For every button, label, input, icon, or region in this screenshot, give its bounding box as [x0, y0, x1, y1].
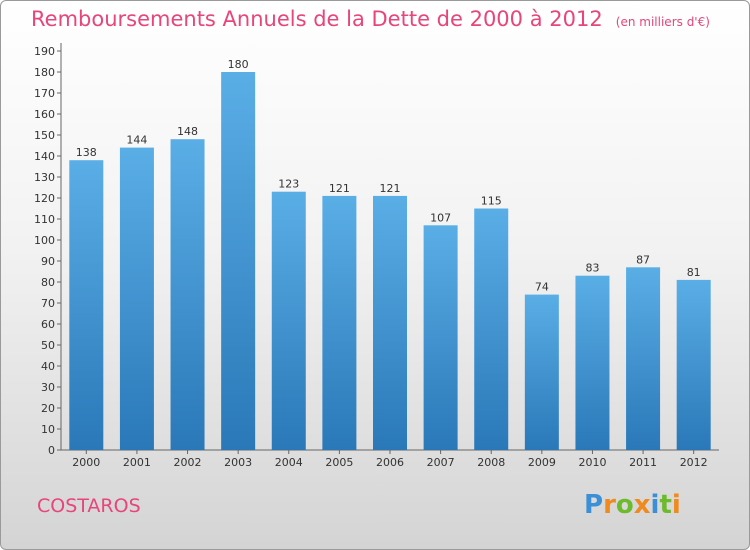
- y-tick-label: 140: [34, 150, 55, 163]
- y-tick-label: 40: [41, 360, 55, 373]
- bar-value-label: 180: [228, 58, 249, 71]
- x-tick-label: 2004: [275, 456, 303, 469]
- y-tick-labels: 0 10 20 30 40 50 60 70 80 90 100 110 120 130 140 150 160…: [34, 45, 55, 457]
- x-tick-label: 2010: [578, 456, 606, 469]
- commune-name: COSTAROS: [37, 495, 141, 517]
- x-tick-label: 2011: [629, 456, 657, 469]
- bar-value-label: 148: [177, 125, 198, 138]
- bar: [170, 139, 205, 450]
- logo-letter: i: [650, 490, 660, 520]
- logo-letter: r: [603, 490, 616, 520]
- x-tick-label: 2008: [477, 456, 505, 469]
- bar-value-label: 115: [481, 195, 502, 208]
- bar-value-label: 123: [278, 178, 299, 191]
- y-tick-label: 110: [34, 213, 55, 226]
- x-tick-label: 2012: [680, 456, 708, 469]
- bar-value-label: 121: [329, 182, 350, 195]
- y-tick-label: 20: [41, 402, 55, 415]
- logo-letter: o: [615, 490, 634, 520]
- logo-letter: x: [633, 490, 651, 520]
- bar-value-label: 87: [636, 253, 650, 266]
- x-tick-label: 2007: [427, 456, 455, 469]
- title-row: Remboursements Annuels de la Dette de 20…: [31, 7, 710, 31]
- bar-value-label: 138: [76, 146, 97, 159]
- x-tick-label: 2000: [72, 456, 100, 469]
- y-tick-label: 180: [34, 66, 55, 79]
- y-tick-label: 30: [41, 381, 55, 394]
- bar: [423, 225, 458, 450]
- bar: [676, 279, 711, 450]
- bar: [373, 195, 407, 450]
- bar-value-label: 83: [585, 262, 599, 275]
- bar-value-label: 121: [380, 182, 401, 195]
- x-tick-label: 2006: [376, 456, 404, 469]
- bar-value-label: 144: [126, 134, 147, 147]
- y-tick-label: 60: [41, 318, 55, 331]
- chart-title: Remboursements Annuels de la Dette de 20…: [31, 7, 603, 31]
- bar-value-label: 81: [687, 266, 701, 279]
- y-tick-label: 170: [34, 87, 55, 100]
- y-tick-label: 80: [41, 276, 55, 289]
- bar: [322, 195, 357, 450]
- y-tick-label: 120: [34, 192, 55, 205]
- bar: [69, 160, 104, 450]
- x-tick-label: 2002: [174, 456, 202, 469]
- y-tick-label: 90: [41, 255, 55, 268]
- bars: [69, 72, 711, 450]
- bar: [271, 191, 306, 450]
- value-labels: 138 144 148 180 123 121 121 107 115 74 83 87 81: [76, 58, 701, 294]
- y-tick-label: 190: [34, 45, 55, 58]
- x-tick-label: 2005: [325, 456, 353, 469]
- bar-value-label: 74: [535, 281, 549, 294]
- y-tick-label: 10: [41, 423, 55, 436]
- bar: [221, 72, 256, 450]
- x-tick-label: 2003: [224, 456, 252, 469]
- x-tick-label: 2001: [123, 456, 151, 469]
- y-tick-label: 0: [48, 444, 55, 457]
- proxiti-logo: Proxiti: [584, 490, 681, 520]
- chart-unit: (en milliers d'€): [615, 15, 710, 29]
- logo-letter: t: [659, 490, 672, 520]
- y-tick-label: 130: [34, 171, 55, 184]
- logo-letter: i: [671, 490, 681, 520]
- y-tick-label: 160: [34, 108, 55, 121]
- y-tick-label: 100: [34, 234, 55, 247]
- bar: [524, 294, 559, 450]
- y-tick-label: 70: [41, 297, 55, 310]
- bar: [626, 267, 661, 450]
- y-tick-label: 50: [41, 339, 55, 352]
- x-tick-labels: 2000 2001 2002 2003 2004 2005 2006 2007 2008 2009…: [72, 456, 707, 469]
- x-tick-label: 2009: [528, 456, 556, 469]
- bar: [575, 275, 610, 450]
- bar: [119, 147, 154, 450]
- y-tick-label: 150: [34, 129, 55, 142]
- bar: [474, 208, 509, 450]
- logo-letter: P: [584, 490, 604, 520]
- bar-value-label: 107: [430, 211, 451, 224]
